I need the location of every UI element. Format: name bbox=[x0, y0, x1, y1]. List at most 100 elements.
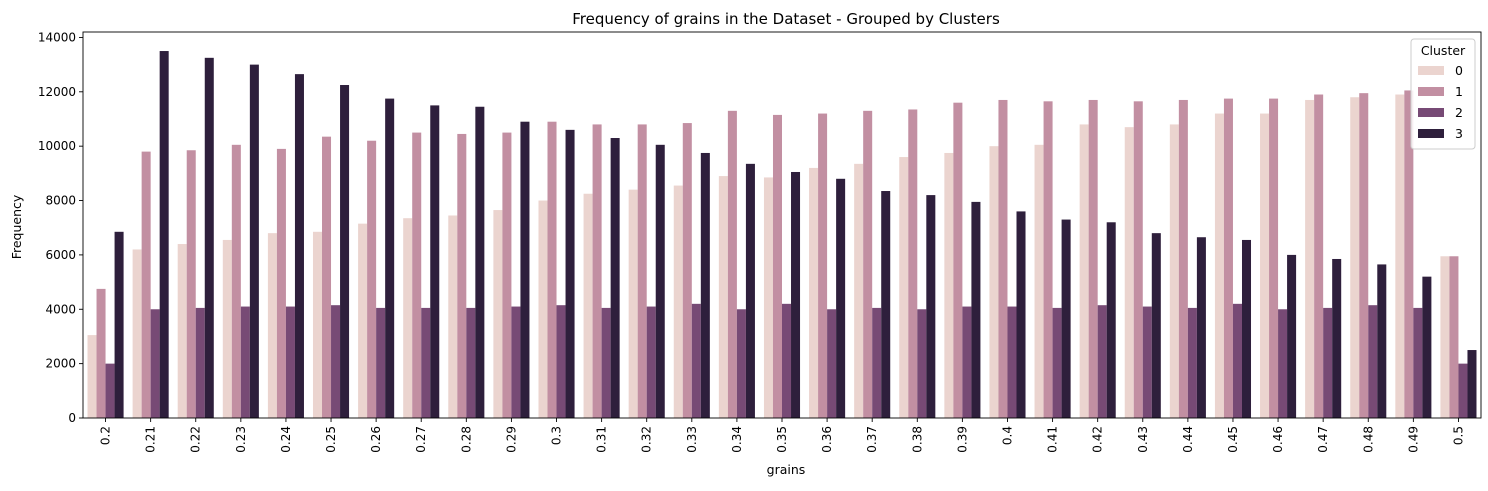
bar-cluster-1-grain-0.35 bbox=[772, 114, 782, 418]
x-tick-label: 0.5 bbox=[1451, 426, 1465, 445]
bar-cluster-1-grain-0.22 bbox=[186, 150, 196, 418]
x-tick-label: 0.42 bbox=[1091, 426, 1105, 453]
bars-layer bbox=[87, 51, 1477, 419]
bar-cluster-1-grain-0.24 bbox=[276, 148, 286, 418]
legend-title: Cluster bbox=[1421, 43, 1466, 58]
bar-cluster-2-grain-0.27 bbox=[421, 307, 431, 418]
bar-cluster-2-grain-0.49 bbox=[1413, 307, 1423, 418]
bar-cluster-0-grain-0.48 bbox=[1350, 97, 1360, 419]
bar-cluster-0-grain-0.44 bbox=[1169, 124, 1179, 419]
bar-cluster-2-grain-0.42 bbox=[1097, 305, 1107, 418]
x-tick-label: 0.44 bbox=[1181, 426, 1195, 453]
bar-cluster-2-grain-0.39 bbox=[962, 306, 972, 418]
bar-cluster-0-grain-0.3 bbox=[538, 200, 548, 418]
x-tick-label: 0.23 bbox=[234, 426, 248, 453]
bar-cluster-1-grain-0.49 bbox=[1404, 90, 1414, 418]
bar-cluster-0-grain-0.26 bbox=[358, 223, 368, 418]
bar-cluster-1-grain-0.36 bbox=[818, 113, 828, 419]
bar-cluster-0-grain-0.24 bbox=[267, 233, 277, 418]
bar-cluster-0-grain-0.5 bbox=[1440, 256, 1450, 418]
bar-cluster-2-grain-0.35 bbox=[782, 303, 792, 418]
bar-cluster-1-grain-0.47 bbox=[1314, 94, 1324, 419]
x-axis-label: grains bbox=[767, 462, 806, 477]
bar-cluster-3-grain-0.36 bbox=[836, 178, 846, 418]
bar-cluster-1-grain-0.5 bbox=[1449, 256, 1459, 418]
x-tick-label: 0.36 bbox=[820, 426, 834, 453]
bar-cluster-1-grain-0.3 bbox=[547, 121, 557, 418]
bar-cluster-0-grain-0.43 bbox=[1124, 127, 1134, 418]
bar-cluster-3-grain-0.48 bbox=[1377, 264, 1387, 418]
bar-cluster-1-grain-0.33 bbox=[682, 123, 692, 418]
x-tick-label: 0.25 bbox=[324, 426, 338, 453]
bar-cluster-0-grain-0.49 bbox=[1395, 94, 1405, 419]
y-tick-label: 4000 bbox=[45, 302, 76, 316]
legend-label-3: 3 bbox=[1455, 126, 1463, 141]
bar-cluster-1-grain-0.29 bbox=[502, 132, 512, 418]
bar-cluster-3-grain-0.41 bbox=[1061, 219, 1071, 418]
legend-swatch-0 bbox=[1418, 66, 1444, 75]
x-tick-label: 0.48 bbox=[1361, 426, 1375, 453]
x-tick-label: 0.32 bbox=[640, 426, 654, 453]
bar-cluster-3-grain-0.4 bbox=[1016, 211, 1026, 418]
bar-cluster-1-grain-0.45 bbox=[1223, 98, 1233, 418]
bar-cluster-2-grain-0.22 bbox=[195, 307, 205, 418]
bar-cluster-3-grain-0.47 bbox=[1332, 258, 1342, 418]
x-tick-label: 0.27 bbox=[414, 426, 428, 453]
bar-cluster-3-grain-0.43 bbox=[1151, 233, 1161, 418]
bar-cluster-2-grain-0.45 bbox=[1232, 303, 1242, 418]
bar-cluster-1-grain-0.34 bbox=[727, 110, 737, 418]
bar-cluster-3-grain-0.46 bbox=[1287, 254, 1297, 418]
bar-cluster-1-grain-0.4 bbox=[998, 99, 1008, 419]
y-tick-label: 14000 bbox=[38, 30, 76, 44]
y-tick-label: 10000 bbox=[38, 139, 76, 153]
bar-cluster-0-grain-0.37 bbox=[854, 163, 864, 418]
bar-cluster-1-grain-0.27 bbox=[412, 132, 422, 418]
bar-cluster-3-grain-0.45 bbox=[1241, 239, 1252, 418]
bar-cluster-0-grain-0.4 bbox=[989, 146, 999, 419]
bar-cluster-0-grain-0.27 bbox=[403, 218, 413, 418]
legend-swatch-1 bbox=[1418, 87, 1444, 96]
x-tick-label: 0.39 bbox=[955, 426, 969, 453]
x-tick-label: 0.4 bbox=[1000, 426, 1014, 445]
x-tick-label: 0.2 bbox=[99, 426, 113, 445]
bar-cluster-1-grain-0.32 bbox=[637, 124, 647, 419]
bar-cluster-2-grain-0.26 bbox=[376, 307, 386, 418]
bar-cluster-3-grain-0.22 bbox=[204, 57, 214, 418]
bar-cluster-3-grain-0.3 bbox=[565, 129, 575, 419]
bar-cluster-2-grain-0.32 bbox=[646, 306, 656, 418]
x-tick-label: 0.38 bbox=[910, 426, 924, 453]
legend-items: 0 1 2 3 bbox=[1418, 63, 1463, 141]
y-tick-label: 12000 bbox=[38, 85, 76, 99]
bar-cluster-3-grain-0.38 bbox=[926, 195, 936, 418]
bar-cluster-3-grain-0.34 bbox=[745, 163, 755, 418]
bar-cluster-1-grain-0.43 bbox=[1133, 101, 1143, 418]
bar-cluster-0-grain-0.31 bbox=[583, 193, 593, 418]
legend-swatch-2 bbox=[1418, 108, 1444, 117]
bar-cluster-1-grain-0.23 bbox=[231, 144, 241, 418]
x-tick-label: 0.34 bbox=[730, 426, 744, 453]
bar-cluster-0-grain-0.32 bbox=[628, 189, 638, 418]
bar-cluster-2-grain-0.48 bbox=[1368, 305, 1378, 418]
legend-label-1: 1 bbox=[1455, 84, 1463, 99]
y-tick-label: 0 bbox=[68, 411, 76, 425]
x-tick-label: 0.35 bbox=[775, 426, 789, 453]
bar-cluster-3-grain-0.29 bbox=[520, 121, 530, 418]
bar-cluster-0-grain-0.29 bbox=[493, 210, 503, 418]
bar-cluster-1-grain-0.46 bbox=[1269, 98, 1279, 418]
bar-cluster-2-grain-0.43 bbox=[1142, 306, 1152, 418]
bar-cluster-3-grain-0.42 bbox=[1106, 222, 1116, 418]
bar-cluster-3-grain-0.33 bbox=[700, 152, 710, 418]
bar-cluster-1-grain-0.39 bbox=[953, 102, 963, 419]
plot-frame bbox=[82, 31, 1482, 419]
legend-label-0: 0 bbox=[1455, 63, 1463, 78]
bar-cluster-3-grain-0.32 bbox=[655, 144, 665, 418]
bar-cluster-2-grain-0.25 bbox=[331, 305, 341, 418]
legend-label-2: 2 bbox=[1455, 105, 1463, 120]
bar-cluster-3-grain-0.26 bbox=[385, 98, 395, 418]
bar-cluster-0-grain-0.41 bbox=[1034, 144, 1044, 418]
bar-cluster-1-grain-0.38 bbox=[908, 109, 918, 418]
bar-cluster-1-grain-0.42 bbox=[1088, 99, 1098, 419]
x-tick-label: 0.37 bbox=[865, 426, 879, 453]
